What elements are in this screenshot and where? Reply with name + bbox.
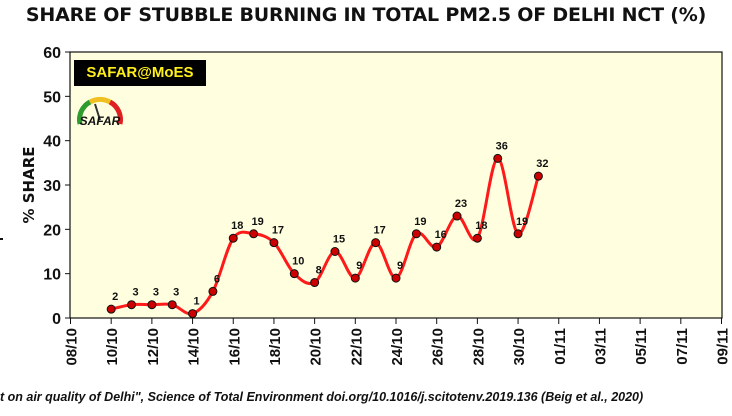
logo-arc-red xyxy=(108,99,123,125)
logo-needle xyxy=(94,103,101,121)
logo-arc-yellow xyxy=(88,96,112,105)
data-point xyxy=(106,304,116,314)
x-tick-label: 05/11 xyxy=(633,328,650,365)
data-label: 15 xyxy=(333,234,345,246)
data-label: 8 xyxy=(316,265,322,277)
data-label: 18 xyxy=(231,220,243,232)
data-label: 19 xyxy=(516,216,528,228)
data-point xyxy=(167,300,177,310)
y-tick-label: 0 xyxy=(52,311,61,328)
data-label: 3 xyxy=(132,287,138,299)
data-label: 19 xyxy=(414,216,426,228)
data-label: 36 xyxy=(496,140,508,152)
data-point xyxy=(249,229,259,239)
data-point xyxy=(330,247,340,256)
data-label: 9 xyxy=(356,260,362,272)
data-point xyxy=(371,238,381,248)
data-label: 23 xyxy=(455,198,467,210)
data-label: 32 xyxy=(536,158,548,170)
data-point xyxy=(269,238,279,248)
x-tick-label: 22/10 xyxy=(348,328,365,366)
data-point xyxy=(188,309,198,319)
citation-text: t on air quality of Delhi", Science of T… xyxy=(0,390,644,404)
data-label: 18 xyxy=(475,220,487,232)
data-label: 3 xyxy=(153,287,159,299)
x-tick-label: 09/11 xyxy=(715,328,732,365)
data-point xyxy=(310,278,320,288)
x-tick-label: 24/10 xyxy=(389,328,406,366)
y-tick-label: 60 xyxy=(43,45,61,62)
data-point xyxy=(493,153,503,163)
x-tick-label: 30/10 xyxy=(511,328,528,366)
data-point xyxy=(472,233,482,243)
logo-arc-green xyxy=(77,99,92,125)
logo-text: SAFAR xyxy=(80,114,121,128)
data-label: 6 xyxy=(214,273,220,285)
data-point xyxy=(432,242,442,252)
data-label: 1 xyxy=(194,296,200,308)
data-point xyxy=(208,286,218,296)
x-tick-label: 07/11 xyxy=(674,328,691,365)
x-tick-label: 28/10 xyxy=(470,328,487,366)
x-tick-label: 03/11 xyxy=(592,328,609,365)
data-label: 10 xyxy=(292,256,304,268)
safar-moes-badge: SAFAR@MoES xyxy=(74,60,206,86)
data-point xyxy=(391,273,401,283)
y-tick-label: 50 xyxy=(43,89,61,106)
data-label: 17 xyxy=(374,225,386,237)
x-tick-label: 08/10 xyxy=(64,328,81,366)
x-tick-label: 01/11 xyxy=(552,328,569,365)
x-tick-label: 10/10 xyxy=(104,328,121,366)
x-tick-label: 20/10 xyxy=(308,328,325,366)
data-label: 9 xyxy=(397,260,403,272)
data-point xyxy=(127,300,137,310)
x-tick-label: 16/10 xyxy=(226,328,243,366)
data-label: 3 xyxy=(173,287,179,299)
y-tick-label: 30 xyxy=(43,178,61,195)
safar-logo: SAFAR xyxy=(77,96,123,128)
data-label: 2 xyxy=(112,291,118,303)
data-point xyxy=(350,273,360,283)
data-point xyxy=(411,229,421,239)
data-point xyxy=(513,229,523,239)
y-axis-label: % SHARE xyxy=(20,146,38,223)
data-label: 19 xyxy=(251,216,263,228)
chart-title: SHARE OF STUBBLE BURNING IN TOTAL PM2.5 … xyxy=(25,4,707,26)
y-tick-label: 20 xyxy=(43,222,61,239)
data-label: 17 xyxy=(272,225,284,237)
data-point xyxy=(452,211,462,221)
y-tick-label: 10 xyxy=(43,267,61,284)
data-point xyxy=(147,300,157,310)
x-tick-label: 26/10 xyxy=(430,328,447,366)
data-label: 16 xyxy=(435,229,447,241)
x-tick-label: 14/10 xyxy=(186,328,203,366)
y-tick-label: 40 xyxy=(43,134,61,151)
data-point xyxy=(228,233,238,243)
data-point xyxy=(289,269,299,279)
x-tick-label: 12/10 xyxy=(145,328,162,366)
data-point xyxy=(533,171,543,181)
x-tick-label: 18/10 xyxy=(267,328,284,366)
